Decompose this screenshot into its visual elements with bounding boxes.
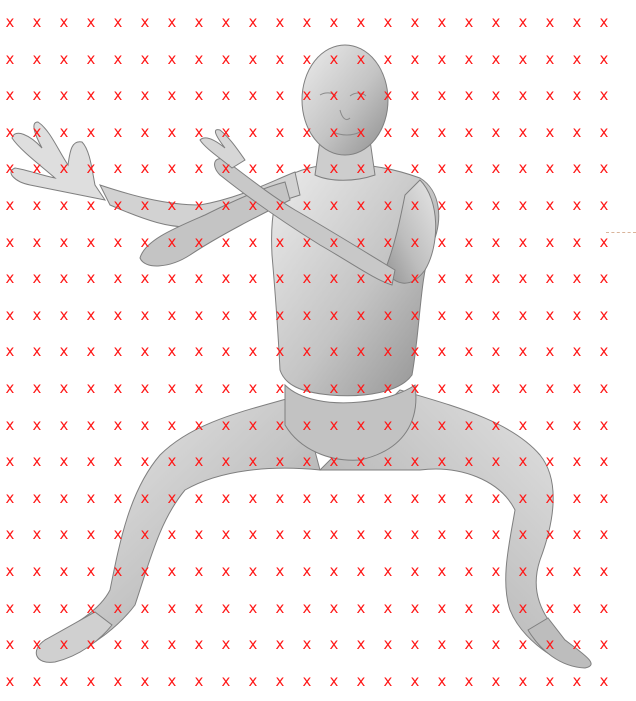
body-mesh xyxy=(10,44,592,669)
right-upper-arm xyxy=(384,179,437,284)
left-hand xyxy=(10,121,107,201)
face-details xyxy=(319,92,367,136)
right-hand xyxy=(199,129,246,169)
dashed-line xyxy=(606,232,636,233)
head xyxy=(301,44,389,156)
pelvis xyxy=(284,383,417,461)
right-foot xyxy=(527,617,592,669)
left-foot xyxy=(35,611,113,663)
left-forearm xyxy=(139,181,291,267)
right-forearm xyxy=(214,158,396,286)
